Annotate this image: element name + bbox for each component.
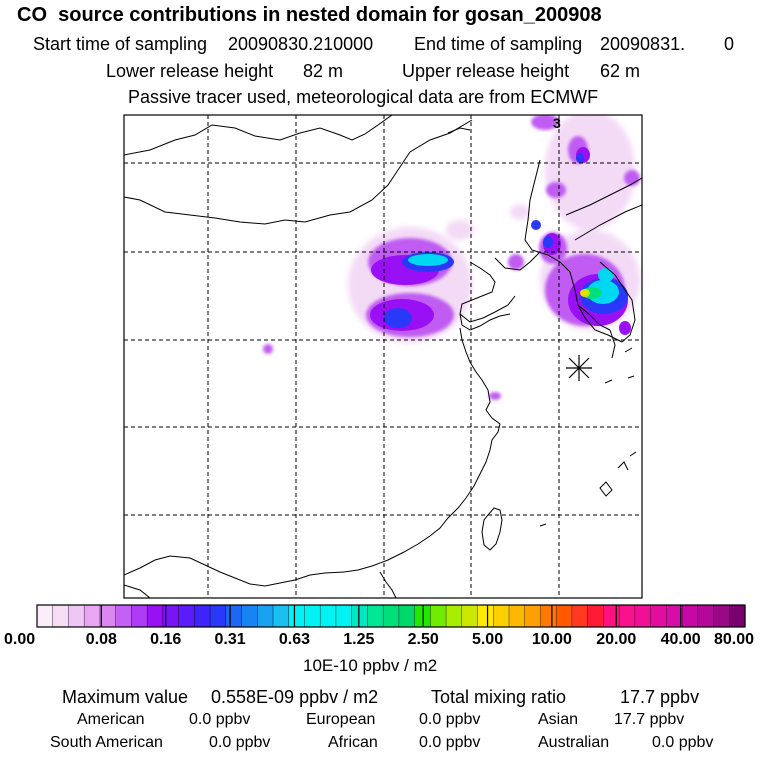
colorbar-cell [556, 605, 573, 627]
source-name: African [328, 734, 378, 751]
source-value: 0.0 ppbv [419, 734, 481, 751]
colorbar-cell [320, 605, 337, 627]
colorbar-cell [650, 605, 667, 627]
colorbar-tick-label: 0.63 [278, 631, 311, 648]
source-name: Asian [538, 711, 579, 728]
lower-release-label: Lower release height [106, 61, 274, 81]
colorbar-cell [493, 605, 510, 627]
total-mixing-value: 17.7 ppbv [620, 687, 700, 707]
map-frame [123, 114, 643, 599]
colorbar-cell [273, 605, 290, 627]
max-value: 0.558E-09 ppbv / m2 [211, 687, 379, 707]
end-time-value: 20090831. [600, 34, 686, 54]
colorbar-unit: 10E-10 ppbv / m2 [303, 656, 438, 675]
colorbar-tick-label: 0.16 [150, 631, 182, 648]
colorbar-cell [524, 605, 542, 627]
colorbar-tick-label: 0.08 [85, 631, 117, 648]
colorbar-cell [367, 605, 384, 627]
colorbar-cell [461, 605, 479, 627]
colorbar-cell [225, 605, 243, 627]
colorbar-cell [194, 605, 211, 627]
colorbar-cell [697, 605, 715, 627]
colorbar-cell [477, 605, 494, 627]
colorbar-cell [509, 605, 526, 627]
colorbar-cell [68, 605, 85, 627]
receptor-star-icon [566, 355, 592, 381]
colorbar-cells [37, 605, 746, 627]
colorbar-cell [682, 605, 699, 627]
colorbar-tick-label: 20.00 [596, 631, 637, 648]
colorbar-cell [713, 605, 730, 627]
source-name: European [306, 711, 376, 728]
colorbar-cell [52, 605, 70, 627]
max-location-marker: 3 [553, 115, 561, 131]
source-value: 17.7 ppbv [614, 711, 685, 728]
colorbar-cell [446, 605, 463, 627]
colorbar-tick-label: 10.00 [531, 631, 572, 648]
coastlines [124, 115, 642, 598]
tracer-note: Passive tracer used, meteorological data… [128, 87, 599, 107]
colorbar [36, 604, 746, 628]
colorbar-tick-label: 1.25 [343, 631, 375, 648]
concentration-field [263, 115, 640, 400]
start-time-value: 20090830.210000 [228, 34, 374, 54]
colorbar-cell [666, 605, 683, 627]
colorbar-tick-label: 0.31 [214, 631, 246, 648]
colorbar-cell [540, 605, 557, 627]
end-time-hour: 0 [724, 34, 735, 54]
colorbar-cell [430, 605, 447, 627]
colorbar-cell [84, 605, 101, 627]
colorbar-cell [335, 605, 353, 627]
colorbar-cell [288, 605, 306, 627]
lat-lon-grid [124, 115, 642, 598]
total-mixing-label: Total mixing ratio [431, 687, 567, 707]
colorbar-cell [257, 605, 274, 627]
colorbar-cell [603, 605, 620, 627]
colorbar-cell [383, 605, 400, 627]
colorbar-tick-label: 40.00 [660, 631, 701, 648]
colorbar-cell [351, 605, 368, 627]
colorbar-tick-label: 80.00 [714, 631, 755, 648]
source-value: 0.0 ppbv [419, 711, 481, 728]
lower-release-value: 82 m [303, 61, 344, 81]
colorbar-cell [131, 605, 148, 627]
colorbar-cell [634, 605, 652, 627]
colorbar-cell [115, 605, 132, 627]
upper-release-value: 62 m [600, 61, 641, 81]
colorbar-tick-label: 0.00 [4, 631, 36, 648]
colorbar-cell [729, 605, 746, 627]
colorbar-cell [147, 605, 164, 627]
end-time-label: End time of sampling [414, 34, 583, 54]
source-name: American [77, 711, 145, 728]
colorbar-cell [619, 605, 636, 627]
colorbar-tick-label: 5.00 [471, 631, 504, 648]
source-value: 0.0 ppbv [652, 734, 714, 751]
upper-release-label: Upper release height [402, 61, 570, 81]
colorbar-cell [304, 605, 321, 627]
colorbar-tick-label: 2.50 [407, 631, 439, 648]
source-name: South American [50, 734, 163, 751]
colorbar-cell [99, 605, 117, 627]
max-value-label: Maximum value [62, 687, 189, 707]
colorbar-cell [162, 605, 180, 627]
colorbar-cell [210, 605, 227, 627]
colorbar-cell [241, 605, 258, 627]
colorbar-cell [178, 605, 195, 627]
colorbar-cell [398, 605, 416, 627]
map-panel: 3 [123, 114, 643, 599]
colorbar-ticks [100, 605, 682, 627]
colorbar-cell [571, 605, 589, 627]
source-value: 0.0 ppbv [189, 711, 251, 728]
plot-title: CO source contributions in nested domain… [17, 4, 602, 26]
source-value: 0.0 ppbv [209, 734, 271, 751]
colorbar-cell [37, 605, 54, 627]
source-name: Australian [538, 734, 610, 751]
start-time-label: Start time of sampling [33, 34, 208, 54]
colorbar-frame [36, 604, 746, 628]
colorbar-cell [587, 605, 604, 627]
